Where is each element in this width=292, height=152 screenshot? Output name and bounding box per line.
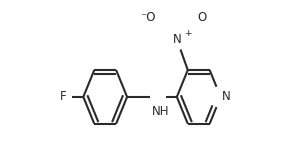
- Text: ⁻O: ⁻O: [140, 11, 156, 24]
- Text: NH: NH: [152, 105, 170, 118]
- Text: F: F: [60, 90, 66, 103]
- Text: +: +: [184, 29, 191, 38]
- Text: O: O: [198, 11, 207, 24]
- Text: N: N: [173, 33, 181, 46]
- Text: N: N: [222, 90, 231, 103]
